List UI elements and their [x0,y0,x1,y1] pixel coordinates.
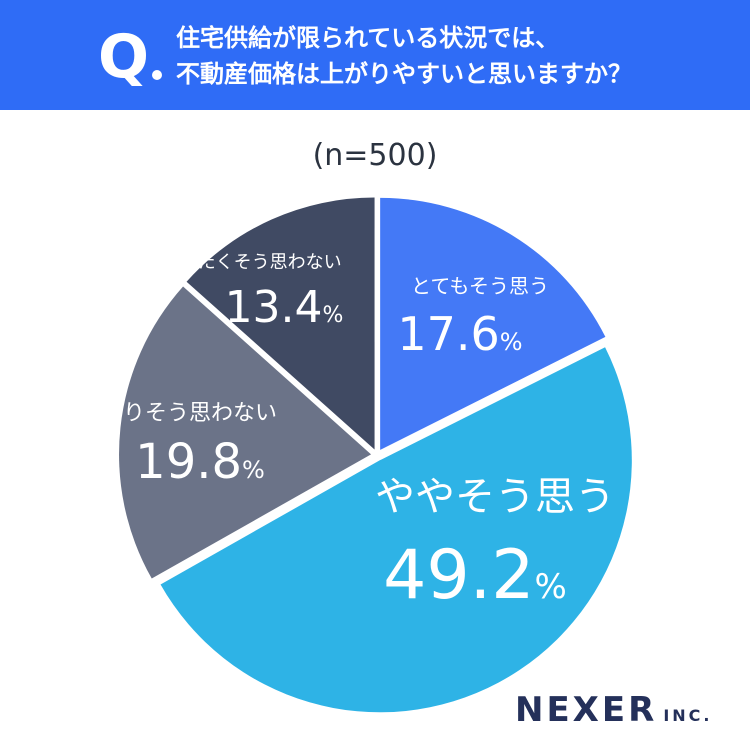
slice-label-1: とてもそう思う [411,274,549,298]
slice-value-3: 19.8% [135,434,265,490]
question-line-2: 不動産価格は上がりやすいと思いますか？ [176,60,632,88]
brand-suffix: INC. [663,706,713,725]
slice-label-3: あまりそう思わない [79,401,277,426]
question-line-1: 住宅供給が限られている状況では、 [176,24,560,52]
pie-slice-4 [186,197,375,450]
slice-label-4: まったくそう思わない [162,252,341,273]
pie-slice-1 [380,197,606,450]
slice-label-2: ややそう思う [375,474,615,520]
pie-slice-2 [160,347,632,713]
question-text: 住宅供給が限られている状況では、 不動産価格は上がりやすいと思いますか？ [176,20,716,92]
pie-slice-3 [119,286,372,579]
slice-value-2: 49.2% [383,536,567,615]
question-header: Q 住宅供給が限られている状況では、 不動産価格は上がりやすいと思いますか？ [0,0,750,110]
brand-logo: NEXER INC. [515,690,712,730]
q-dot-icon [152,70,162,80]
brand-name: NEXER [515,690,658,730]
slice-value-4: 13.4% [225,282,344,333]
sample-size: (n=500) [312,138,438,173]
q-label: Q [98,22,150,92]
slice-value-1: 17.6% [397,307,522,361]
